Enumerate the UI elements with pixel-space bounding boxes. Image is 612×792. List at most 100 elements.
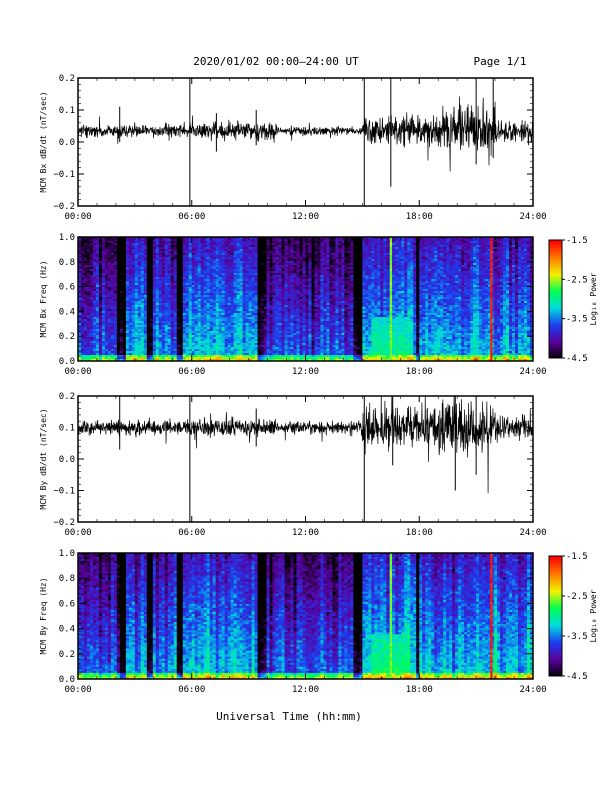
spectrogram-cell xyxy=(173,349,178,352)
spectrogram-cell xyxy=(161,281,166,284)
spectrogram-cell xyxy=(296,299,300,302)
spectrogram-cell xyxy=(296,333,300,336)
spectrogram-cell xyxy=(86,259,91,262)
spectrogram-cell xyxy=(209,247,214,250)
spectrogram-cell xyxy=(158,357,163,360)
spectrogram-cell xyxy=(293,245,297,248)
spectrogram-cell xyxy=(80,265,85,268)
spectrogram-cell xyxy=(218,255,223,258)
spectrogram-cell xyxy=(95,249,100,252)
spectrogram-cell xyxy=(245,301,250,304)
spectrogram-cell xyxy=(218,299,223,302)
spectrogram-cell xyxy=(92,313,97,316)
spectrogram-cell xyxy=(116,349,121,352)
spectrogram-cell xyxy=(104,267,109,270)
spectrogram-cell xyxy=(197,271,202,274)
spectrogram-cell xyxy=(269,309,273,312)
spectrogram-cell xyxy=(293,239,297,242)
spectrogram-cell xyxy=(284,271,288,274)
spectrogram-cell xyxy=(236,257,241,260)
spectrogram-cell xyxy=(269,285,273,288)
spectrogram-cell xyxy=(92,275,97,278)
spectrogram-cell xyxy=(218,327,223,330)
spectrogram-cell xyxy=(278,291,282,294)
spectrogram-cell xyxy=(221,271,226,274)
spectrogram-cell xyxy=(308,325,312,328)
spectrogram-cell xyxy=(245,337,250,340)
spectrogram-cell xyxy=(284,305,288,308)
spectrogram-cell xyxy=(149,243,154,246)
spectrogram-cell xyxy=(185,269,190,272)
spectrogram-cell xyxy=(308,343,312,346)
spectrogram-cell xyxy=(221,353,226,356)
spectrogram-cell xyxy=(176,343,181,346)
spectrogram-cell xyxy=(116,301,121,304)
spectrogram-cell xyxy=(209,259,214,262)
spectrogram-cell xyxy=(185,241,190,244)
spectrogram-cell xyxy=(299,243,303,246)
spectrogram-cell xyxy=(245,277,250,280)
spectrogram-cell xyxy=(296,295,300,298)
spectrogram-cell xyxy=(146,331,151,334)
spectrogram-cell xyxy=(104,303,109,306)
spectrogram-cell xyxy=(176,271,181,274)
spectrogram-cell xyxy=(215,301,220,304)
spectrogram-cell xyxy=(110,337,115,340)
spectrogram-cell xyxy=(191,345,196,348)
spectrogram-cell xyxy=(284,241,288,244)
spectrogram-cell xyxy=(227,303,232,306)
spectrogram-cell xyxy=(116,309,121,312)
spectrogram-cell xyxy=(221,331,226,334)
spectrogram-cell xyxy=(269,301,273,304)
spectrogram-cell xyxy=(257,251,261,254)
spectrogram-cell xyxy=(218,325,223,328)
spectrogram-cell xyxy=(266,319,270,322)
spectrogram-cell xyxy=(272,317,276,320)
spectrogram-cell xyxy=(113,273,118,276)
spectrogram-cell xyxy=(128,319,133,322)
spectrogram-cell xyxy=(269,269,273,272)
spectrogram-cell xyxy=(254,277,258,280)
spectrogram-cell xyxy=(194,259,199,262)
spectrogram-cell xyxy=(299,305,303,308)
spectrogram-cell xyxy=(182,289,187,292)
spectrogram-cell xyxy=(266,265,270,268)
spectrogram-cell xyxy=(179,291,184,294)
spectrogram-cell xyxy=(173,291,178,294)
spectrogram-cell xyxy=(308,299,312,302)
spectrogram-cell xyxy=(89,255,94,258)
spectrogram-cell xyxy=(275,343,279,346)
spectrogram-cell xyxy=(248,275,253,278)
spectrogram-cell xyxy=(98,355,103,358)
spectrogram-cell xyxy=(83,293,88,296)
spectrogram-cell xyxy=(143,321,148,324)
spectrogram-cell xyxy=(224,265,229,268)
spectrogram-cell xyxy=(302,317,306,320)
spectrogram-cell xyxy=(131,251,136,254)
spectrogram-cell xyxy=(167,347,172,350)
spectrogram-cell xyxy=(272,315,276,318)
spectrogram-cell xyxy=(176,277,181,280)
spectrogram-cell xyxy=(305,303,309,306)
spectrogram-cell xyxy=(290,253,294,256)
spectrogram-cell xyxy=(191,265,196,268)
spectrogram-cell xyxy=(104,315,109,318)
spectrogram-cell xyxy=(239,343,244,346)
spectrogram-cell xyxy=(302,289,306,292)
spectrogram-cell xyxy=(131,303,136,306)
spectrogram-cell xyxy=(98,281,103,284)
spectrogram-cell xyxy=(284,285,288,288)
spectrogram-cell xyxy=(98,285,103,288)
spectrogram-cell xyxy=(176,303,181,306)
spectrogram-cell xyxy=(251,355,256,358)
spectrogram-cell xyxy=(107,275,112,278)
spectrogram-cell xyxy=(92,339,97,342)
spectrogram-cell xyxy=(239,335,244,338)
spectrogram-cell xyxy=(269,287,273,290)
spectrogram-cell xyxy=(122,343,127,346)
spectrogram-cell xyxy=(236,289,241,292)
spectrogram-cell xyxy=(260,281,264,284)
spectrogram-cell xyxy=(182,259,187,262)
spectrogram-cell xyxy=(89,327,94,330)
spectrogram-cell xyxy=(80,267,85,270)
